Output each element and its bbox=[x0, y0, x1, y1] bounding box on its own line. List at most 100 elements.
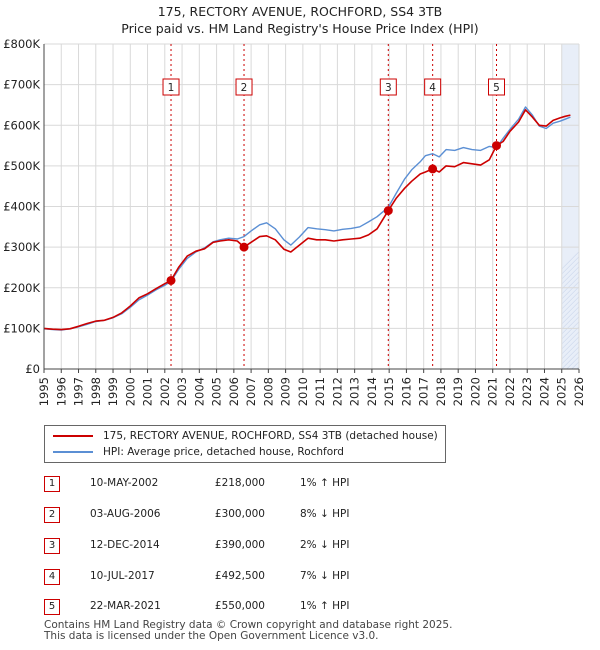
y-tick-label: £200K bbox=[3, 281, 40, 295]
x-tick-label: 2003 bbox=[175, 377, 189, 406]
forecast-hatch bbox=[561, 311, 580, 330]
x-tick-label: 2024 bbox=[537, 377, 551, 406]
sale-hpi-diff: 7% ↓ HPI bbox=[300, 570, 350, 582]
sale-price: £492,500 bbox=[214, 570, 265, 582]
forecast-hatch bbox=[582, 44, 600, 369]
sale-date: 22-MAR-2021 bbox=[90, 600, 161, 612]
y-tick-label: £100K bbox=[3, 321, 40, 335]
forecast-hatch bbox=[561, 306, 580, 325]
sale-hpi-diff: 8% ↓ HPI bbox=[300, 508, 350, 520]
price-paid-line bbox=[43, 109, 571, 331]
sale-marker-label: 4 bbox=[429, 82, 436, 94]
sale-marker-label: 3 bbox=[385, 82, 392, 94]
sale-marker-box bbox=[162, 78, 180, 96]
x-tick-label: 2000 bbox=[123, 377, 137, 406]
y-tick-label: £600K bbox=[3, 118, 40, 132]
legend-swatch-price bbox=[53, 435, 93, 437]
x-tick-label: 2025 bbox=[555, 377, 569, 406]
sale-row: 5 22-MAR-2021 £550,000 1% ↑ HPI bbox=[0, 597, 600, 617]
chart-legend: 175, RECTORY AVENUE, ROCHFORD, SS4 3TB (… bbox=[44, 425, 446, 463]
sale-point bbox=[492, 141, 502, 151]
x-tick-label: 2008 bbox=[261, 377, 275, 406]
sale-marker-label: 1 bbox=[168, 82, 175, 94]
x-tick-label: 2013 bbox=[348, 377, 362, 406]
x-tick-label: 2026 bbox=[572, 377, 586, 406]
x-tick-label: 2022 bbox=[503, 377, 517, 406]
hpi-line bbox=[43, 106, 571, 331]
x-tick-label: 2010 bbox=[296, 377, 310, 406]
sale-row: 2 03-AUG-2006 £300,000 8% ↓ HPI bbox=[0, 505, 600, 525]
x-tick-label: 2005 bbox=[210, 377, 224, 406]
x-tick-label: 2023 bbox=[520, 377, 534, 406]
chart-title: 175, RECTORY AVENUE, ROCHFORD, SS4 3TB bbox=[157, 4, 443, 19]
y-tick-label: £800K bbox=[3, 37, 40, 51]
x-tick-label: 2002 bbox=[158, 377, 172, 406]
forecast-hatch bbox=[587, 44, 600, 369]
sale-point bbox=[166, 275, 176, 285]
sale-number-badge: 1 bbox=[44, 476, 60, 492]
sale-row: 3 12-DEC-2014 £390,000 2% ↓ HPI bbox=[0, 536, 600, 556]
sale-point bbox=[383, 206, 393, 216]
sale-marker-label: 2 bbox=[241, 82, 248, 94]
footer-line-1: Contains HM Land Registry data © Crown c… bbox=[44, 619, 453, 631]
chart-subtitle: Price paid vs. HM Land Registry's House … bbox=[121, 21, 479, 36]
x-tick-label: 1998 bbox=[89, 377, 103, 406]
legend-item-price: 175, RECTORY AVENUE, ROCHFORD, SS4 3TB (… bbox=[53, 428, 438, 444]
x-tick-label: 1996 bbox=[54, 377, 68, 406]
x-tick-label: 2020 bbox=[468, 377, 482, 406]
sale-point bbox=[428, 164, 438, 174]
sale-price: £300,000 bbox=[214, 508, 265, 520]
y-tick-label: £0 bbox=[25, 362, 40, 376]
x-tick-label: 2016 bbox=[399, 377, 413, 406]
x-tick-label: 2011 bbox=[313, 377, 327, 406]
x-tick-label: 2017 bbox=[417, 377, 431, 406]
x-tick-label: 1997 bbox=[72, 377, 86, 406]
x-tick-label: 2007 bbox=[244, 377, 258, 406]
x-tick-label: 2012 bbox=[330, 377, 344, 406]
footer-note: Contains HM Land Registry data © Crown c… bbox=[44, 620, 452, 642]
sale-date: 12-DEC-2014 bbox=[90, 539, 160, 551]
sale-price: £550,000 bbox=[214, 600, 265, 612]
sale-hpi-diff: 2% ↓ HPI bbox=[300, 539, 350, 551]
sale-number-badge: 4 bbox=[44, 569, 60, 585]
sale-point bbox=[239, 242, 249, 252]
legend-item-hpi: HPI: Average price, detached house, Roch… bbox=[53, 444, 344, 460]
x-tick-label: 2014 bbox=[365, 377, 379, 406]
x-tick-label: 2004 bbox=[192, 377, 206, 406]
sale-row: 1 10-MAY-2002 £218,000 1% ↑ HPI bbox=[0, 474, 600, 494]
price-chart: £0 £100K £200K £300K £400K £500K £600K £700K £80… bbox=[3, 37, 600, 406]
y-tick-label: £400K bbox=[3, 200, 40, 214]
forecast-hatch bbox=[576, 366, 580, 369]
sale-price: £390,000 bbox=[214, 539, 265, 551]
sale-marker-box bbox=[235, 78, 253, 96]
x-tick-label: 2001 bbox=[141, 377, 155, 406]
x-tick-label: 2009 bbox=[279, 377, 293, 406]
legend-label-hpi: HPI: Average price, detached house, Roch… bbox=[103, 446, 344, 458]
sale-marker-box bbox=[424, 78, 442, 96]
forecast-hatch bbox=[592, 44, 600, 369]
footer-line-2: This data is licensed under the Open Gov… bbox=[44, 630, 379, 642]
sale-marker-label: 5 bbox=[493, 82, 500, 94]
sale-number-badge: 3 bbox=[44, 538, 60, 554]
sale-number-badge: 5 bbox=[44, 599, 60, 615]
sale-price: £218,000 bbox=[214, 477, 265, 489]
x-tick-label: 2015 bbox=[382, 377, 396, 406]
sale-hpi-diff: 1% ↑ HPI bbox=[300, 600, 350, 612]
legend-label-price: 175, RECTORY AVENUE, ROCHFORD, SS4 3TB (… bbox=[103, 430, 438, 442]
sale-marker-box bbox=[488, 78, 506, 96]
y-tick-label: £700K bbox=[3, 78, 40, 92]
sale-date: 10-JUL-2017 bbox=[90, 570, 155, 582]
x-tick-label: 1995 bbox=[37, 377, 51, 406]
forecast-hatch bbox=[561, 301, 580, 320]
sale-marker-box bbox=[379, 78, 397, 96]
sale-date: 03-AUG-2006 bbox=[90, 508, 161, 520]
x-tick-label: 2006 bbox=[227, 377, 241, 406]
sale-hpi-diff: 1% ↑ HPI bbox=[300, 477, 350, 489]
sale-row: 4 10-JUL-2017 £492,500 7% ↓ HPI bbox=[0, 567, 600, 587]
sale-date: 10-MAY-2002 bbox=[90, 477, 159, 489]
x-tick-label: 1999 bbox=[106, 377, 120, 406]
x-tick-label: 2019 bbox=[451, 377, 465, 406]
y-tick-label: £500K bbox=[3, 159, 40, 173]
legend-swatch-hpi bbox=[53, 451, 93, 453]
x-tick-label: 2021 bbox=[486, 377, 500, 406]
